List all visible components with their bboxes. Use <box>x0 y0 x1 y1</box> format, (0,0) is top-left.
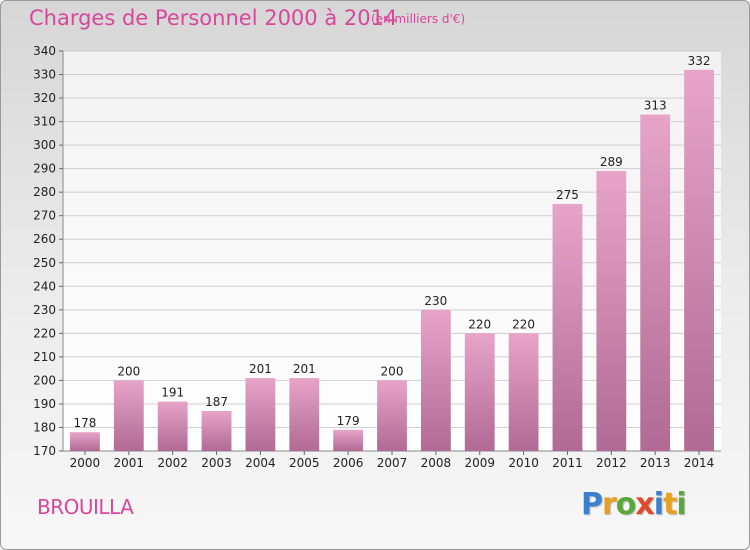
x-tick-label: 2014 <box>684 456 715 470</box>
value-label: 201 <box>293 362 316 376</box>
x-tick-label: 2005 <box>289 456 320 470</box>
value-label: 187 <box>205 395 228 409</box>
bar <box>157 401 188 451</box>
logo-letter: P <box>581 487 603 522</box>
bar <box>70 432 100 451</box>
y-tick-label: 320 <box>33 91 56 105</box>
x-tick-label: 2001 <box>114 456 145 470</box>
value-label: 200 <box>117 364 140 378</box>
value-label: 332 <box>688 54 711 68</box>
x-tick-label: 2013 <box>640 456 671 470</box>
bar <box>113 380 144 451</box>
plot-area: 170 180 190 200 210 220 230 240 250 260 270 280 290 3… <box>33 44 721 470</box>
value-label: 179 <box>337 414 360 428</box>
bar <box>289 378 320 451</box>
y-tick-label: 280 <box>33 185 56 199</box>
value-label: 230 <box>424 294 447 308</box>
x-tick-label: 2012 <box>596 456 627 470</box>
logo-letter: i <box>653 487 664 522</box>
bar <box>640 114 671 451</box>
chart-title: Charges de Personnel 2000 à 2014 <box>29 6 398 30</box>
bar <box>552 203 583 451</box>
bar <box>508 333 539 451</box>
y-tick-label: 250 <box>33 256 56 270</box>
bar <box>464 333 495 451</box>
proxiti-logo[interactable]: Proxiti <box>581 487 687 522</box>
bar <box>596 171 627 451</box>
value-label: 201 <box>249 362 272 376</box>
x-tick-label: 2000 <box>70 456 101 470</box>
logo-letter: x <box>635 487 654 522</box>
y-tick-label: 270 <box>33 209 56 223</box>
y-tick-label: 180 <box>33 420 56 434</box>
y-tick-label: 330 <box>33 68 56 82</box>
y-tick-label: 310 <box>33 115 56 129</box>
bar <box>684 69 714 451</box>
value-label: 220 <box>512 317 535 331</box>
logo-letter: r <box>602 487 617 522</box>
x-tick-label: 2010 <box>508 456 539 470</box>
x-tick-label: 2006 <box>333 456 364 470</box>
logo-letter: i <box>676 487 686 522</box>
chart-subtitle: (en milliers d'€) <box>371 12 466 26</box>
place-name: BROUILLA <box>37 495 134 519</box>
x-tick-label: 2004 <box>245 456 276 470</box>
value-label: 191 <box>161 386 184 400</box>
logo-letter: o <box>615 487 637 522</box>
y-tick-label: 210 <box>33 350 56 364</box>
x-tick-label: 2011 <box>552 456 583 470</box>
y-tick-label: 300 <box>33 138 56 152</box>
bar <box>333 429 364 451</box>
value-label: 313 <box>644 99 667 113</box>
y-tick-label: 340 <box>33 44 56 58</box>
y-tick-label: 230 <box>33 303 56 317</box>
y-tick-label: 240 <box>33 279 56 293</box>
y-tick-label: 200 <box>33 373 56 387</box>
value-label: 178 <box>73 416 96 430</box>
bar <box>245 378 276 451</box>
y-tick-label: 190 <box>33 397 56 411</box>
y-tick-label: 170 <box>33 444 56 458</box>
value-label: 275 <box>556 188 579 202</box>
y-tick-label: 260 <box>33 232 56 246</box>
bar <box>201 411 232 451</box>
x-tick-label: 2008 <box>421 456 452 470</box>
bar <box>420 309 451 451</box>
x-tick-label: 2003 <box>201 456 232 470</box>
bar <box>377 380 407 451</box>
y-tick-label: 220 <box>33 326 56 340</box>
logo-letter: t <box>663 487 677 522</box>
value-label: 289 <box>600 155 623 169</box>
y-tick-label: 290 <box>33 162 56 176</box>
x-tick-label: 2007 <box>377 456 408 470</box>
value-label: 200 <box>381 364 404 378</box>
value-label: 220 <box>468 317 491 331</box>
x-tick-label: 2009 <box>464 456 495 470</box>
x-tick-label: 2002 <box>157 456 188 470</box>
